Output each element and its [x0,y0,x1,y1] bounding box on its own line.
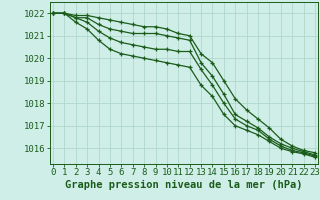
X-axis label: Graphe pression niveau de la mer (hPa): Graphe pression niveau de la mer (hPa) [65,180,303,190]
